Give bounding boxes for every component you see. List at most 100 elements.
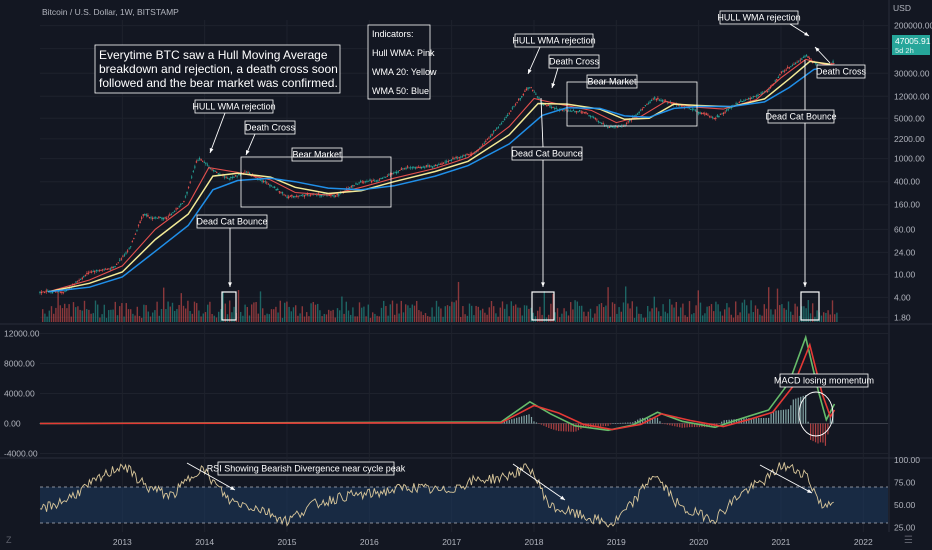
hull-rejection-label-box: [719, 10, 799, 25]
price-candle: [431, 166, 434, 168]
price-candle: [794, 62, 797, 65]
price-candle: [702, 112, 704, 114]
price-candle: [405, 167, 407, 169]
price-candle: [780, 71, 783, 73]
volume-bar: [541, 314, 543, 322]
price-candle: [356, 183, 359, 185]
price-candle: [400, 168, 403, 170]
price-candle: [128, 248, 130, 250]
death-cross-label: Death Cross: [245, 123, 296, 133]
time-tick-label: 2014: [195, 537, 214, 547]
macd-histogram-bar: [770, 413, 772, 424]
rsi-divergence-label: RSI Showing Bearish Divergence near cycl…: [207, 464, 406, 474]
volume-bar: [358, 302, 361, 322]
indicators-legend-item: Indicators:: [372, 29, 414, 39]
volume-bar: [141, 317, 143, 322]
dead-cat-bounce-arrow-head: [803, 282, 807, 287]
volume-bar: [631, 301, 633, 322]
volume-bar: [147, 311, 149, 322]
price-candle: [444, 161, 446, 163]
price-candle: [236, 175, 238, 177]
volume-bar: [288, 306, 290, 322]
volume-bar: [706, 306, 708, 322]
volume-bar: [321, 316, 323, 322]
volume-bar: [138, 316, 141, 322]
price-candle: [499, 124, 501, 126]
macd-histogram-bar: [538, 423, 540, 424]
volume-bar: [196, 303, 198, 322]
price-candle: [364, 181, 367, 183]
price-candle: [550, 107, 553, 109]
price-candle: [377, 180, 379, 182]
volume-bar: [105, 317, 108, 322]
price-candle: [201, 160, 204, 162]
price-candle: [278, 191, 281, 193]
volume-bar: [783, 308, 785, 322]
macd-histogram-bar: [755, 418, 757, 424]
hull-rejection-arrow-head: [804, 31, 809, 36]
price-candle: [787, 67, 789, 69]
price-candle: [211, 169, 213, 171]
hull-rejection-label-box: [194, 99, 274, 114]
price-candle: [56, 291, 58, 293]
macd-histogram-bar: [760, 418, 762, 424]
price-candle: [122, 256, 124, 258]
volume-bar: [519, 307, 521, 322]
volume-bar: [622, 302, 625, 322]
price-candle: [539, 100, 542, 102]
price-candle: [62, 291, 65, 293]
price-candle: [136, 229, 138, 231]
volume-bar: [114, 301, 116, 322]
volume-bar: [317, 303, 319, 322]
macd-histogram-bar: [726, 419, 728, 424]
go-to-date-icon[interactable]: Z: [6, 535, 12, 545]
price-candle: [677, 104, 679, 106]
price-candle: [555, 107, 557, 109]
volume-bar: [479, 310, 482, 322]
volume-bar: [123, 316, 125, 322]
death-cross-label: Death Cross: [816, 67, 867, 77]
price-candle: [237, 174, 240, 176]
volume-bar: [801, 306, 803, 322]
macd-momentum-circle: [798, 391, 834, 437]
price-candle: [230, 177, 232, 179]
macd-histogram-bar: [753, 418, 755, 424]
volume-bar: [741, 302, 743, 322]
price-candle: [758, 94, 761, 95]
volume-bar: [578, 305, 581, 322]
volume-bar: [548, 314, 550, 322]
volume-bar: [418, 310, 420, 322]
volume-bar: [757, 308, 759, 322]
time-axis[interactable]: 2013 2014 2015 2016 2017 2018 2019 2020 2021 2022: [113, 537, 873, 547]
price-candle: [500, 123, 503, 125]
volume-bar: [763, 304, 765, 322]
price-candle: [790, 66, 792, 68]
price-candle: [435, 164, 437, 167]
price-candle: [142, 214, 144, 216]
price-candle: [799, 59, 801, 61]
price-candle: [450, 159, 453, 161]
volume-bar: [383, 300, 385, 322]
price-candle: [316, 194, 318, 196]
price-candle: [707, 114, 709, 116]
price-candle: [125, 252, 127, 254]
rsi-divergence-arrow-1-head: [230, 486, 235, 490]
settings-icon[interactable]: ☰: [904, 535, 913, 546]
macd-histogram-bar: [819, 423, 822, 443]
price-candle: [159, 216, 162, 218]
indicators-box: [367, 24, 431, 100]
price-candle: [319, 194, 321, 197]
volume-bar: [112, 309, 114, 322]
volume-bar: [268, 314, 270, 322]
volume-bar: [110, 309, 112, 322]
macd-histogram-bar: [824, 423, 827, 446]
price-candle: [808, 57, 811, 60]
price-candle: [61, 291, 63, 294]
macd-histogram-bar: [666, 423, 668, 425]
volume-bar: [270, 309, 273, 322]
price-candle: [791, 65, 794, 66]
volume-bar: [495, 313, 497, 322]
volume-bar: [99, 317, 101, 322]
price-candle: [369, 179, 371, 182]
volume-bar: [248, 315, 251, 322]
